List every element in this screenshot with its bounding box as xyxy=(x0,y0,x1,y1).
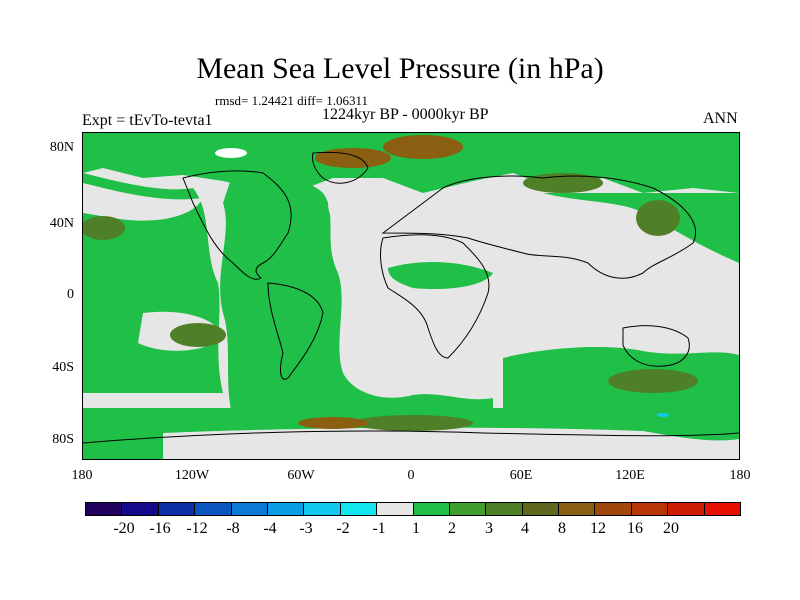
field-pocket-south-atlantic xyxy=(380,306,483,357)
colorbar-label: 3 xyxy=(485,520,493,537)
colorbar-cell xyxy=(231,503,268,515)
colorbar-label: -16 xyxy=(149,520,171,537)
y-tick-label: 80N xyxy=(49,140,74,155)
colorbar-label: -20 xyxy=(113,520,135,537)
field-region-atlantic-green xyxy=(220,173,493,418)
colorbar-cell xyxy=(122,503,159,515)
x-tick-label: 60E xyxy=(509,468,533,483)
map-field xyxy=(83,133,739,459)
field-patch-southern-ocean xyxy=(608,369,698,393)
coastline-greenland xyxy=(312,151,369,184)
colorbar-label: 16 xyxy=(627,520,643,537)
coastline-north-america xyxy=(182,170,292,280)
season-label: ANN xyxy=(703,110,738,127)
coastline-eurasia xyxy=(381,175,697,279)
field-speck-antarctic xyxy=(657,413,669,417)
colorbar-cell xyxy=(158,503,196,515)
period-label: 1224kyr BP - 0000kyr BP xyxy=(322,106,489,123)
x-tick-label: 180 xyxy=(71,468,93,483)
x-tick-label: 60W xyxy=(287,468,315,483)
y-tick-label: 80S xyxy=(52,432,74,447)
field-patch-greenland xyxy=(315,148,391,168)
chart-title: Mean Sea Level Pressure (in hPa) xyxy=(196,52,604,85)
y-tick-label: 40N xyxy=(49,216,74,231)
coastline-africa xyxy=(380,234,490,359)
field-patch-south-pacific xyxy=(170,323,226,347)
colorbar-cell xyxy=(86,503,123,515)
colorbar-label: -1 xyxy=(372,520,386,537)
colorbar-cell xyxy=(668,503,705,515)
colorbar-cell xyxy=(340,503,378,515)
colorbar-label: 20 xyxy=(663,520,679,537)
colorbar-label: -2 xyxy=(336,520,350,537)
colorbar-label: 12 xyxy=(590,520,606,537)
field-patch-antarctic-coast xyxy=(353,415,473,431)
y-tick-label: 40S xyxy=(52,360,74,375)
stats-label: rmsd= 1.24421 diff= 1.06311 xyxy=(215,93,368,108)
x-tick-label: 120E xyxy=(615,468,645,483)
field-patch-arctic xyxy=(383,135,463,159)
coastline-antarctica xyxy=(83,430,739,444)
coastlines xyxy=(83,151,739,444)
field-pocket-north-pacific xyxy=(83,183,203,221)
coastline-south-america xyxy=(267,282,324,380)
colorbar-label: 2 xyxy=(448,520,456,537)
colorbar-cell xyxy=(195,503,232,515)
colorbar-label: 8 xyxy=(558,520,566,537)
colorbar-label: -12 xyxy=(186,520,208,537)
pressure-map xyxy=(82,132,740,460)
field-patch-east-asia xyxy=(636,200,680,236)
field-region-eurasia-green xyxy=(543,193,739,263)
colorbar-label: -4 xyxy=(263,520,277,537)
coastline-australia xyxy=(622,325,690,367)
y-tick-label: 0 xyxy=(67,287,74,302)
x-tick-label: 120W xyxy=(174,468,210,483)
x-tick-label: 180 xyxy=(729,468,751,483)
colorbar-cell xyxy=(559,503,596,515)
colorbar xyxy=(85,502,741,516)
experiment-label: Expt = tEvTo-tevta1 xyxy=(82,112,213,129)
colorbar-cell xyxy=(486,503,523,515)
x-tick-label: 0 xyxy=(407,468,415,483)
colorbar-label: 1 xyxy=(412,520,420,537)
colorbar-cell xyxy=(413,503,450,515)
colorbar-cell xyxy=(377,503,414,515)
colorbar-cell xyxy=(304,503,341,515)
colorbar-label: -3 xyxy=(299,520,313,537)
field-patch-north-pacific xyxy=(83,216,125,240)
field-patch-ross-sea xyxy=(298,417,368,429)
colorbar-cell xyxy=(595,503,632,515)
colorbar-cell xyxy=(267,503,305,515)
colorbar-cell xyxy=(704,503,741,515)
colorbar-cell xyxy=(522,503,560,515)
colorbar-cell xyxy=(631,503,669,515)
colorbar-cell xyxy=(449,503,487,515)
field-speck-arctic xyxy=(215,148,247,158)
colorbar-label: -8 xyxy=(226,520,240,537)
field-region-africa-green xyxy=(388,261,493,290)
colorbar-label: 4 xyxy=(521,520,529,537)
